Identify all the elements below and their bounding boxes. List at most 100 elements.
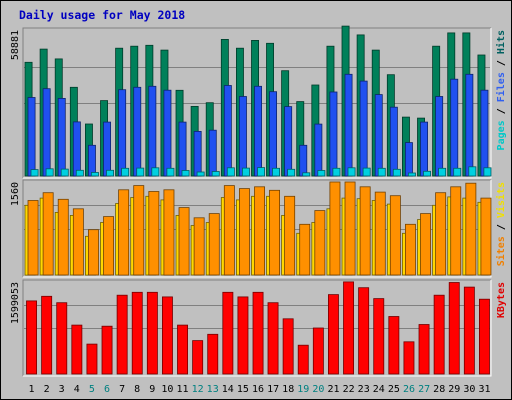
bar-kbytes-day-5 bbox=[86, 343, 98, 375]
x-tick-label-day-19: 19 bbox=[297, 384, 309, 395]
bar-pages-day-28 bbox=[438, 167, 447, 177]
bar-files-day-23 bbox=[359, 80, 368, 177]
bar-sites-day-18 bbox=[284, 195, 296, 276]
x-tick-label-day-9: 9 bbox=[149, 384, 155, 395]
x-tick-label-day-11: 11 bbox=[176, 384, 188, 395]
bar-kbytes-day-28 bbox=[433, 294, 445, 375]
bar-files-day-17 bbox=[269, 91, 277, 177]
panel-legend: Pages / Files / Hits bbox=[495, 30, 507, 150]
bar-sites-day-20 bbox=[314, 210, 326, 276]
panel-3: 1599053 KBytes bbox=[10, 279, 507, 377]
bar-sites-day-17 bbox=[269, 189, 281, 276]
legend-item: Hits bbox=[495, 30, 507, 54]
panel-legend: Sites / Visits bbox=[495, 182, 507, 266]
bar-sites-day-10 bbox=[163, 189, 175, 276]
bar-pages-day-24 bbox=[377, 167, 386, 177]
bar-kbytes-day-6 bbox=[101, 325, 113, 375]
bar-sites-day-4 bbox=[72, 208, 84, 276]
bar-files-day-3 bbox=[57, 98, 66, 177]
chart-title: Daily usage for May 2018 bbox=[19, 8, 185, 22]
bar-files-day-24 bbox=[374, 94, 383, 177]
bar-files-day-5 bbox=[88, 144, 96, 177]
bar-kbytes-day-31 bbox=[478, 298, 490, 375]
x-tick-label-day-8: 8 bbox=[134, 384, 140, 395]
bar-pages-day-9 bbox=[151, 167, 160, 177]
bar-pages-day-14 bbox=[226, 167, 235, 177]
bar-files-day-4 bbox=[72, 121, 81, 177]
bar-files-day-13 bbox=[208, 129, 217, 177]
x-tick-label-day-4: 4 bbox=[74, 384, 80, 395]
x-tick-label-day-31: 31 bbox=[478, 384, 490, 395]
bar-files-day-10 bbox=[163, 89, 172, 177]
x-tick-label-day-6: 6 bbox=[104, 384, 110, 395]
bar-kbytes-day-18 bbox=[282, 318, 294, 375]
bar-files-day-19 bbox=[299, 144, 308, 177]
panel-border-top bbox=[22, 179, 491, 277]
legend-item: Pages bbox=[496, 120, 507, 150]
bar-sites-day-19 bbox=[299, 223, 311, 276]
bar-kbytes-day-30 bbox=[463, 286, 475, 375]
panel-max-label: 1599053 bbox=[10, 282, 21, 324]
bar-sites-day-12 bbox=[193, 217, 205, 276]
bar-kbytes-day-22 bbox=[343, 281, 355, 375]
bar-files-day-16 bbox=[254, 85, 262, 177]
bar-files-day-2 bbox=[42, 88, 51, 177]
panel-border-top bbox=[22, 27, 491, 178]
x-tick-label-day-5: 5 bbox=[89, 384, 95, 395]
bar-sites-day-1 bbox=[27, 200, 39, 276]
bar-files-day-28 bbox=[435, 96, 444, 177]
legend-item: Sites bbox=[495, 236, 507, 266]
x-tick-label-day-2: 2 bbox=[44, 384, 50, 395]
bar-kbytes-day-15 bbox=[237, 296, 249, 375]
bar-sites-day-9 bbox=[148, 191, 160, 276]
x-tick-label-day-29: 29 bbox=[448, 384, 460, 395]
x-tick-label-day-24: 24 bbox=[373, 384, 385, 395]
bar-pages-day-19 bbox=[302, 172, 311, 177]
bar-kbytes-day-2 bbox=[41, 295, 53, 375]
legend-item: KBytes bbox=[496, 282, 507, 318]
bar-sites-day-30 bbox=[465, 182, 477, 276]
bar-kbytes-day-29 bbox=[448, 282, 460, 375]
bar-pages-day-5 bbox=[91, 172, 99, 177]
bar-kbytes-day-13 bbox=[207, 333, 219, 375]
panel-1: 58881 Pages / Files / Hits bbox=[10, 25, 507, 179]
legend-item: Visits bbox=[495, 182, 507, 218]
bar-sites-day-13 bbox=[208, 213, 220, 276]
legend-item: / bbox=[496, 102, 507, 120]
bar-pages-day-3 bbox=[60, 168, 69, 177]
bar-files-day-6 bbox=[103, 121, 111, 177]
bar-files-day-27 bbox=[420, 121, 428, 177]
bar-kbytes-day-7 bbox=[116, 294, 128, 375]
bar-sites-day-15 bbox=[238, 188, 250, 276]
x-tick-label-day-10: 10 bbox=[161, 384, 173, 395]
bar-pages-day-23 bbox=[362, 167, 371, 177]
bar-kbytes-day-3 bbox=[56, 302, 68, 375]
bar-sites-day-2 bbox=[42, 192, 54, 276]
bar-kbytes-day-27 bbox=[418, 324, 430, 375]
x-tick-label-day-21: 21 bbox=[327, 384, 339, 395]
x-tick-label-day-27: 27 bbox=[418, 384, 430, 395]
bar-files-day-1 bbox=[27, 97, 36, 177]
bar-files-day-20 bbox=[314, 123, 323, 177]
bar-sites-day-7 bbox=[118, 189, 130, 276]
x-tick-label-day-20: 20 bbox=[312, 384, 324, 395]
x-tick-label-day-26: 26 bbox=[403, 384, 415, 395]
panel-legend: KBytes bbox=[496, 282, 507, 318]
bar-files-day-9 bbox=[148, 85, 157, 177]
panel-max-label: 58881 bbox=[10, 30, 21, 60]
x-tick-label-day-23: 23 bbox=[358, 384, 370, 395]
bar-kbytes-day-10 bbox=[161, 296, 173, 375]
bar-files-day-31 bbox=[480, 89, 489, 177]
bar-kbytes-day-11 bbox=[177, 324, 189, 375]
bar-pages-day-27 bbox=[423, 170, 431, 177]
bar-pages-day-10 bbox=[166, 167, 175, 177]
bar-kbytes-day-21 bbox=[327, 294, 339, 375]
bar-sites-day-29 bbox=[450, 186, 462, 276]
bar-files-day-14 bbox=[223, 85, 232, 177]
chart-panels: 58881 Pages / Files / Hits 1560 Sites / Vis… bbox=[10, 25, 507, 377]
bar-kbytes-day-25 bbox=[388, 316, 400, 375]
bar-pages-day-8 bbox=[136, 167, 145, 177]
x-tick-label-day-3: 3 bbox=[59, 384, 65, 395]
bar-sites-day-16 bbox=[254, 186, 266, 276]
